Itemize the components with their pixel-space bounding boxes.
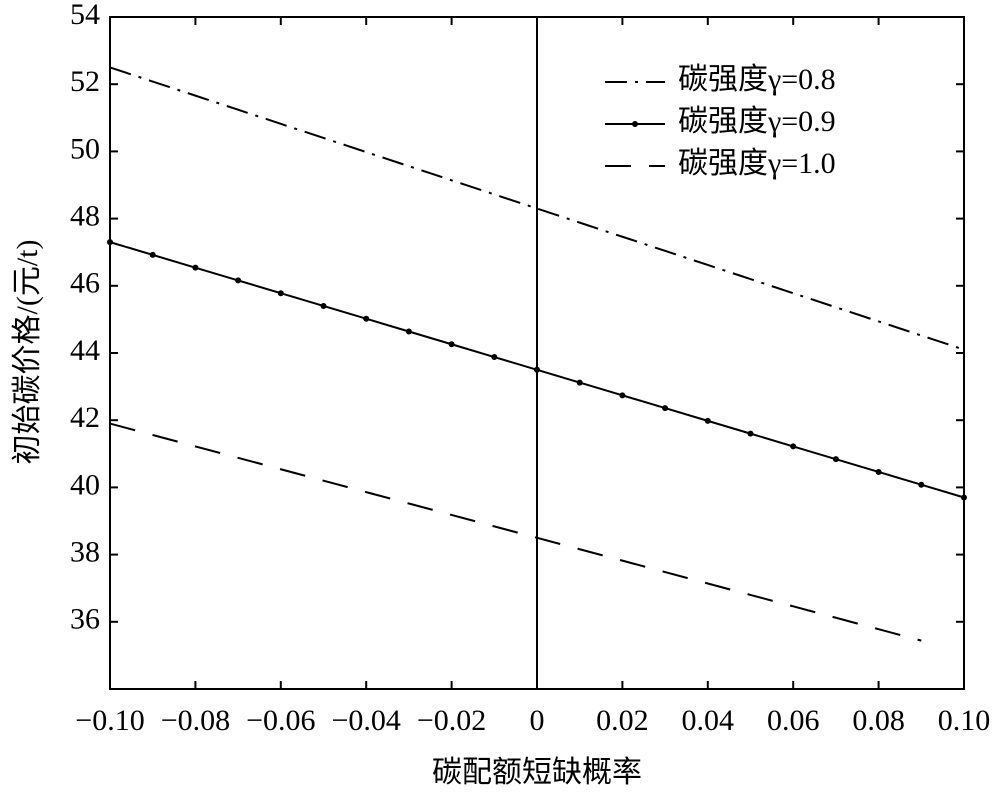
point — [363, 315, 370, 322]
x-tick-label: −0.10 — [75, 704, 144, 737]
legend-label: 碳强度γ=0.8 — [678, 63, 836, 96]
point — [662, 405, 669, 412]
x-tick-label: 0.04 — [682, 704, 735, 737]
point — [149, 251, 156, 258]
point — [704, 417, 711, 424]
point — [534, 366, 540, 373]
x-tick-label: −0.08 — [161, 704, 230, 737]
point — [320, 302, 327, 309]
point — [832, 456, 839, 463]
x-tick-label: 0.06 — [767, 704, 820, 737]
y-tick-label: 52 — [70, 65, 100, 98]
x-tick-label: 0.08 — [852, 704, 905, 737]
x-axis-label: 碳配额短缺概率 — [432, 756, 642, 789]
point — [961, 494, 967, 501]
y-tick-label: 54 — [70, 0, 100, 31]
legend-marker — [632, 121, 638, 127]
y-tick-label: 38 — [70, 535, 100, 568]
y-tick-label: 46 — [70, 267, 100, 300]
series-line — [109, 66, 965, 351]
legend-label: 碳强度γ=0.9 — [678, 105, 836, 138]
point — [875, 468, 882, 475]
point — [576, 379, 583, 386]
point — [747, 430, 754, 437]
x-tick-label: −0.04 — [331, 704, 400, 737]
point — [619, 392, 626, 399]
x-tick-label: 0.02 — [596, 704, 649, 737]
point — [790, 443, 797, 450]
y-tick-label: 40 — [70, 468, 100, 501]
x-tick-label: 0.10 — [938, 704, 991, 737]
legend-label: 碳强度γ=1.0 — [678, 147, 836, 180]
point — [448, 341, 455, 348]
y-axis-label: 初始碳价格/(元/t) — [11, 240, 44, 465]
y-tick-label: 50 — [70, 132, 100, 165]
point — [405, 328, 412, 335]
x-tick-label: 0 — [530, 704, 545, 737]
x-tick-label: −0.02 — [417, 704, 486, 737]
point — [235, 277, 242, 284]
y-tick-label: 42 — [70, 401, 100, 434]
point — [277, 290, 284, 297]
point — [107, 239, 113, 246]
y-tick-label: 44 — [70, 334, 100, 367]
point — [491, 354, 498, 361]
x-tick-label: −0.06 — [246, 704, 315, 737]
y-tick-label: 36 — [70, 603, 100, 636]
series-line — [109, 422, 922, 642]
point — [918, 481, 925, 488]
y-tick-label: 48 — [70, 199, 100, 232]
point — [192, 264, 199, 271]
